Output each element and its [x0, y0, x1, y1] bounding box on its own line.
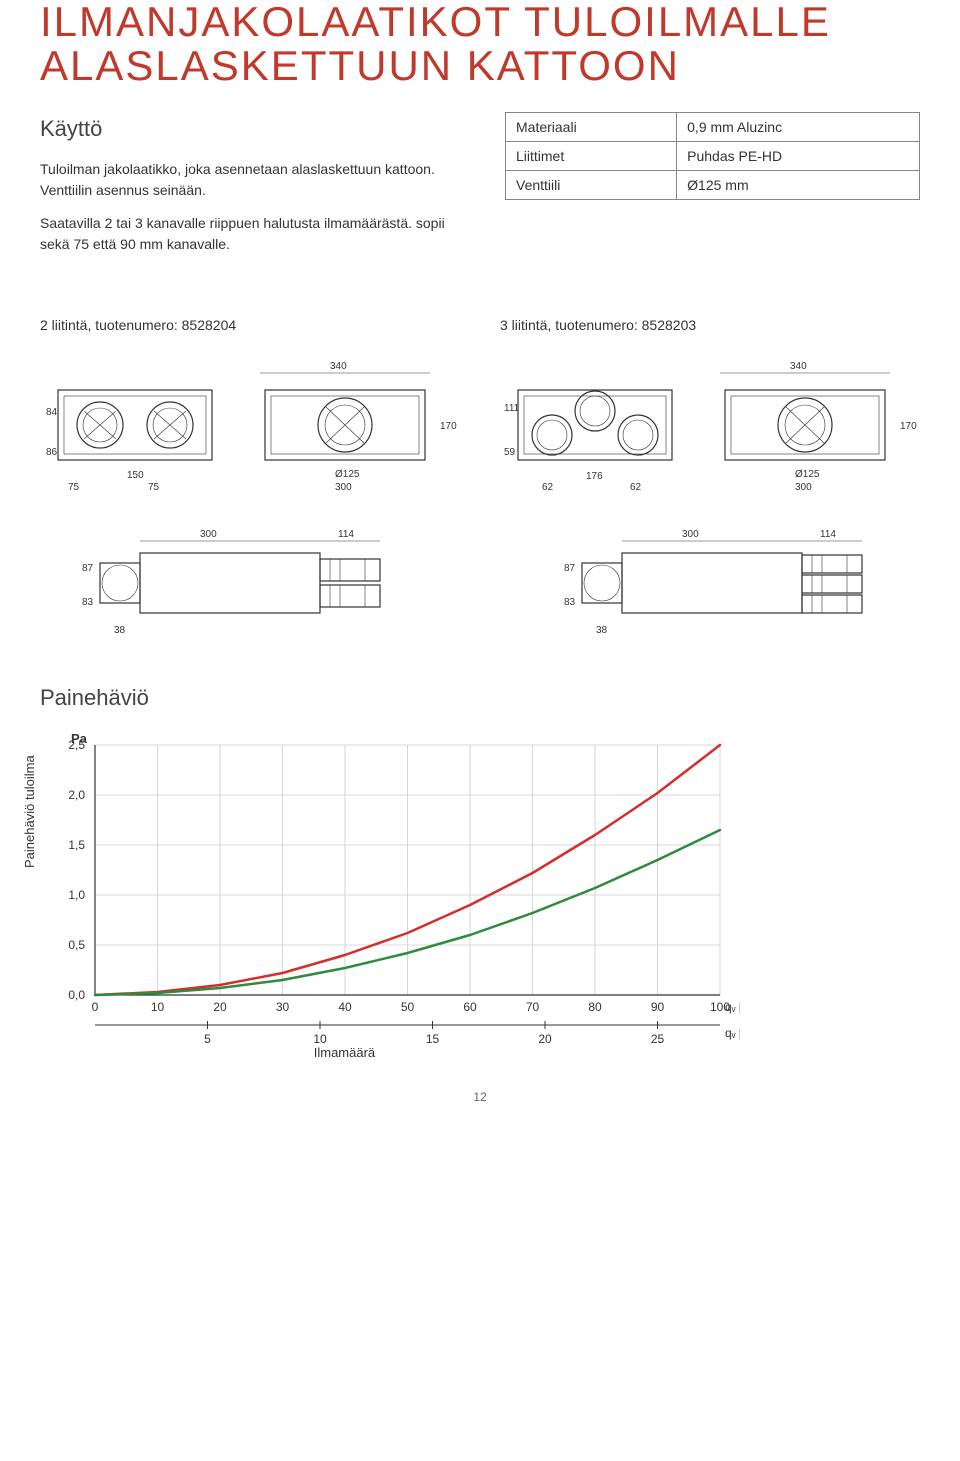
- chart-svg: 0,00,51,01,52,02,5Pa01020304050607080901…: [40, 725, 740, 1065]
- diagram-2port-side: 300 114 87 83 38: [70, 525, 410, 645]
- dim-label: 114: [820, 529, 836, 540]
- svg-text:qᵥ [l/s]: qᵥ [l/s]: [725, 1026, 740, 1040]
- diagram-2port-front: 84 86 150 75 75: [40, 355, 230, 495]
- intro-paragraph-1: Tuloilman jakolaatikko, joka asennetaan …: [40, 159, 455, 201]
- dim-label: 38: [114, 625, 126, 636]
- svg-text:2,0: 2,0: [68, 788, 85, 802]
- product-3-column: 3 liitintä, tuotenumero: 8528203 111 59 …: [500, 317, 920, 495]
- dim-label: 300: [335, 482, 352, 493]
- dim-label: 111: [504, 403, 520, 414]
- dim-label: 300: [795, 482, 812, 493]
- svg-text:80: 80: [588, 1000, 602, 1014]
- dim-label: 62: [542, 482, 554, 493]
- svg-text:20: 20: [538, 1032, 552, 1046]
- diagram-3port-back: 340 170 Ø125 300: [700, 355, 920, 495]
- title-line-1: ILMANJAKOLAATIKOT TULOILMALLE: [40, 0, 831, 45]
- section-heading-kaytto: Käyttö: [40, 112, 455, 145]
- table-cell-value: Ø125 mm: [677, 171, 920, 200]
- svg-text:qᵥ [m³/h]: qᵥ [m³/h]: [725, 1000, 740, 1014]
- table-row: VenttiiliØ125 mm: [506, 171, 920, 200]
- dim-label: 300: [200, 529, 217, 540]
- table-cell-label: Materiaali: [506, 113, 677, 142]
- dim-label: 75: [148, 482, 160, 493]
- table-cell-value: 0,9 mm Aluzinc: [677, 113, 920, 142]
- dim-label: Ø125: [795, 469, 820, 480]
- svg-text:60: 60: [463, 1000, 477, 1014]
- svg-text:20: 20: [213, 1000, 227, 1014]
- svg-text:50: 50: [401, 1000, 415, 1014]
- dim-label: 87: [564, 563, 576, 574]
- svg-text:90: 90: [651, 1000, 665, 1014]
- section-heading-painehaivo: Painehäviö: [40, 685, 920, 711]
- svg-text:0,5: 0,5: [68, 938, 85, 952]
- product-2-column: 2 liitintä, tuotenumero: 8528204 84 86 1…: [40, 317, 460, 495]
- dim-label: 170: [900, 421, 917, 432]
- table-cell-label: Liittimet: [506, 142, 677, 171]
- svg-text:70: 70: [526, 1000, 540, 1014]
- dim-label: 87: [82, 563, 94, 574]
- product-3-heading: 3 liitintä, tuotenumero: 8528203: [500, 317, 920, 333]
- svg-text:5: 5: [204, 1032, 211, 1046]
- dim-label: 62: [630, 482, 642, 493]
- dim-label: 83: [564, 597, 576, 608]
- svg-text:40: 40: [338, 1000, 352, 1014]
- svg-text:Ilmamäärä: Ilmamäärä: [314, 1045, 376, 1060]
- product-2-heading: 2 liitintä, tuotenumero: 8528204: [40, 317, 460, 333]
- table-cell-label: Venttiili: [506, 171, 677, 200]
- dim-label: 84: [46, 407, 58, 418]
- dim-label: 59: [504, 447, 516, 458]
- dim-label: Ø125: [335, 469, 360, 480]
- svg-text:10: 10: [151, 1000, 165, 1014]
- title-line-2: ALASLASKETTUUN KATTOON: [40, 42, 680, 89]
- dim-label: 86: [46, 447, 58, 458]
- table-row: LiittimetPuhdas PE-HD: [506, 142, 920, 171]
- dim-label: 170: [440, 421, 457, 432]
- diagram-2port-back: 340 170 Ø125 300: [240, 355, 460, 495]
- pressure-loss-chart: Painehäviö tuloilma 0,00,51,01,52,02,5Pa…: [40, 725, 920, 1070]
- svg-text:0: 0: [92, 1000, 99, 1014]
- svg-text:10: 10: [313, 1032, 327, 1046]
- table-row: Materiaali0,9 mm Aluzinc: [506, 113, 920, 142]
- intro-paragraph-2: Saatavilla 2 tai 3 kanavalle riippuen ha…: [40, 213, 455, 255]
- svg-text:15: 15: [426, 1032, 440, 1046]
- diagram-3port-front: 111 59 176 62 62: [500, 355, 690, 495]
- svg-text:0,0: 0,0: [68, 988, 85, 1002]
- svg-text:1,0: 1,0: [68, 888, 85, 902]
- svg-text:25: 25: [651, 1032, 665, 1046]
- page-title: ILMANJAKOLAATIKOT TULOILMALLE ALASLASKET…: [40, 0, 920, 88]
- material-table: Materiaali0,9 mm AluzincLiittimetPuhdas …: [505, 112, 920, 200]
- diagram-3port-side: 300 114 87 83 38: [530, 525, 890, 645]
- svg-text:1,5: 1,5: [68, 838, 85, 852]
- dim-label: 38: [596, 625, 608, 636]
- dim-label: 150: [127, 470, 144, 481]
- dim-label: 75: [68, 482, 80, 493]
- svg-text:Pa: Pa: [71, 731, 88, 746]
- svg-text:30: 30: [276, 1000, 290, 1014]
- y-axis-label: Painehäviö tuloilma: [22, 755, 37, 868]
- dim-label: 340: [790, 361, 807, 372]
- dim-label: 300: [682, 529, 699, 540]
- dim-label: 340: [330, 361, 347, 372]
- table-cell-value: Puhdas PE-HD: [677, 142, 920, 171]
- material-table-wrap: Materiaali0,9 mm AluzincLiittimetPuhdas …: [505, 112, 920, 267]
- usage-section: Käyttö Tuloilman jakolaatikko, joka asen…: [40, 112, 455, 267]
- dim-label: 176: [586, 471, 603, 482]
- dim-label: 83: [82, 597, 94, 608]
- page-number: 12: [40, 1090, 920, 1104]
- dim-label: 114: [338, 529, 354, 540]
